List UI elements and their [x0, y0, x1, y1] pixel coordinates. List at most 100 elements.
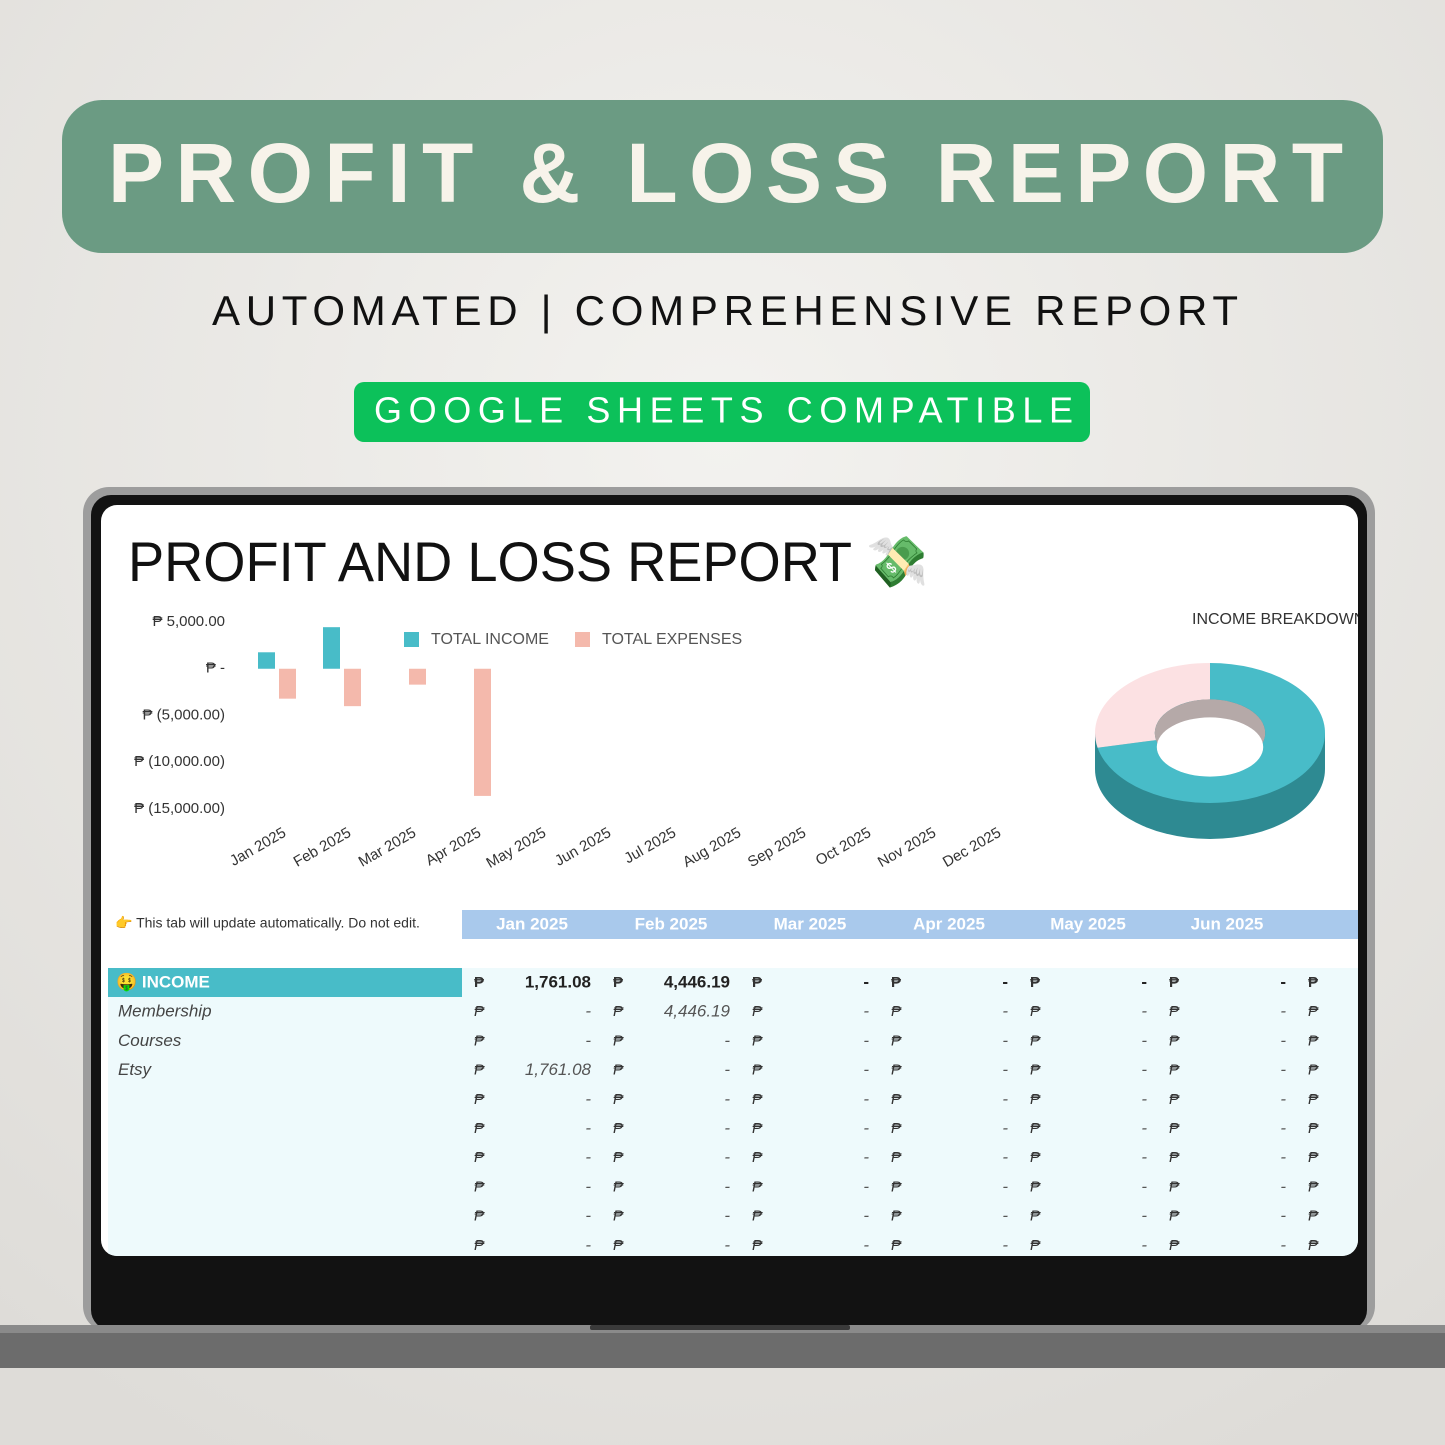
- cell: -: [1280, 1148, 1286, 1167]
- y-tick-label: ₱ (10,000.00): [134, 753, 225, 770]
- donut-slice: [1095, 663, 1210, 748]
- cell: -: [585, 1089, 591, 1108]
- cell: -: [863, 1177, 869, 1196]
- currency: ₱: [891, 1062, 902, 1079]
- cell: -: [1002, 1089, 1008, 1108]
- currency: ₱: [613, 1120, 624, 1137]
- column-header: Jun 2025: [1191, 914, 1264, 933]
- cell: -: [1002, 1031, 1008, 1050]
- cell: 4,446.19: [664, 972, 730, 991]
- currency: ₱: [1169, 1120, 1180, 1137]
- cell: -: [585, 1002, 591, 1021]
- currency: ₱: [1308, 1032, 1319, 1049]
- bar: [279, 668, 296, 699]
- cell: 1,761.08: [525, 972, 591, 991]
- currency: ₱: [752, 1149, 763, 1166]
- cell: -: [863, 1060, 869, 1079]
- row-label: Courses: [118, 1031, 182, 1050]
- column-header: Feb 2025: [635, 914, 708, 933]
- currency: ₱: [1169, 1062, 1180, 1079]
- bar: [474, 668, 491, 796]
- currency: ₱: [1169, 1003, 1180, 1020]
- cell: -: [585, 1235, 591, 1254]
- currency: ₱: [474, 1062, 485, 1079]
- cell: -: [1002, 1177, 1008, 1196]
- currency: ₱: [752, 1032, 763, 1049]
- column-header: May 2025: [1050, 914, 1126, 933]
- cell: -: [1141, 1235, 1147, 1254]
- donut-hole: [1156, 717, 1264, 777]
- cell: -: [1141, 1031, 1147, 1050]
- cell: -: [863, 1002, 869, 1021]
- row-label: Etsy: [118, 1060, 153, 1079]
- banner-title: PROFIT & LOSS REPORT: [108, 126, 1343, 220]
- currency: ₱: [474, 1003, 485, 1020]
- currency: ₱: [1308, 974, 1318, 991]
- column-header: Jan 2025: [496, 914, 568, 933]
- cell: -: [724, 1206, 730, 1225]
- y-tick-label: ₱ (15,000.00): [134, 800, 225, 817]
- cell: -: [585, 1206, 591, 1225]
- cell: -: [1280, 1235, 1286, 1254]
- currency: ₱: [891, 1149, 902, 1166]
- cell: -: [585, 1148, 591, 1167]
- currency: ₱: [1308, 1237, 1319, 1254]
- currency: ₱: [1030, 1120, 1041, 1137]
- cell: -: [1141, 1089, 1147, 1108]
- cell: -: [724, 1148, 730, 1167]
- currency: ₱: [613, 1062, 624, 1079]
- currency: ₱: [613, 1149, 624, 1166]
- currency: ₱: [1030, 1091, 1041, 1108]
- currency: ₱: [474, 1237, 485, 1254]
- legend-swatch: [404, 632, 419, 647]
- cell: -: [1141, 1177, 1147, 1196]
- currency: ₱: [752, 1120, 763, 1137]
- currency: ₱: [891, 974, 901, 991]
- currency: ₱: [752, 1178, 763, 1195]
- cell: -: [1002, 1118, 1008, 1137]
- currency: ₱: [752, 1237, 763, 1254]
- cell: -: [724, 1118, 730, 1137]
- cell: -: [1141, 1148, 1147, 1167]
- cell: -: [724, 1060, 730, 1079]
- currency: ₱: [474, 1120, 485, 1137]
- currency: ₱: [1030, 1178, 1041, 1195]
- cell: -: [863, 972, 869, 991]
- currency: ₱: [1030, 1032, 1041, 1049]
- badge: [354, 382, 1090, 442]
- currency: ₱: [752, 1208, 763, 1225]
- cell: -: [1280, 1002, 1286, 1021]
- bar: [344, 668, 361, 707]
- cell: -: [1280, 1060, 1286, 1079]
- cell: -: [585, 1031, 591, 1050]
- currency: ₱: [1030, 1237, 1041, 1254]
- income-label-cell: [108, 968, 462, 997]
- cell: 4,446.19: [664, 1002, 731, 1021]
- cell: -: [863, 1089, 869, 1108]
- currency: ₱: [891, 1237, 902, 1254]
- sheet: PROFIT AND LOSS REPORT 💸 👉 This tab will…: [108, 530, 1358, 1256]
- currency: ₱: [752, 1091, 763, 1108]
- cell: -: [863, 1206, 869, 1225]
- currency: ₱: [891, 1003, 902, 1020]
- table-header-band: [462, 910, 1358, 939]
- cell: -: [1141, 1118, 1147, 1137]
- section-label: 🤑 INCOME: [116, 972, 210, 992]
- cell: -: [1280, 1177, 1286, 1196]
- currency: ₱: [1030, 974, 1040, 991]
- currency: ₱: [1308, 1062, 1319, 1079]
- cell: -: [724, 1235, 730, 1254]
- cell: -: [1141, 1060, 1147, 1079]
- currency: ₱: [1308, 1120, 1319, 1137]
- currency: ₱: [1169, 1208, 1180, 1225]
- currency: ₱: [891, 1091, 902, 1108]
- cell: 1,761.08: [525, 1060, 592, 1079]
- column-header: Apr 2025: [913, 914, 985, 933]
- legend-swatch: [575, 632, 590, 647]
- currency: ₱: [1308, 1178, 1319, 1195]
- donut-slice: [1097, 663, 1325, 803]
- laptop-notch: [590, 1325, 850, 1330]
- y-tick-label: ₱ (5,000.00): [142, 706, 225, 723]
- cell: -: [863, 1031, 869, 1050]
- banner-subtitle: AUTOMATED | COMPREHENSIVE REPORT: [212, 287, 1238, 334]
